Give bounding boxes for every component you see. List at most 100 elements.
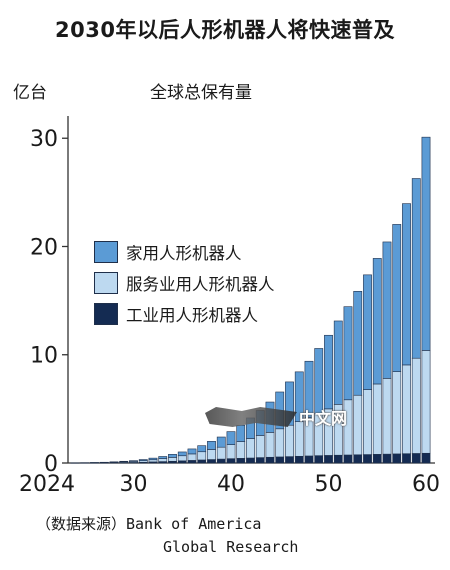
- bar-industrial-2037: [197, 459, 207, 464]
- x-tick-label-2024: 2024: [19, 472, 75, 497]
- bar-home-2048: [304, 360, 314, 418]
- legend-item-industrial: 工业用人形机器人: [94, 298, 275, 329]
- bar-home-2056: [382, 241, 392, 379]
- x-tick-label-50: 50: [315, 472, 343, 497]
- y-tick-label-10: 10: [30, 344, 58, 369]
- bar-industrial-2044: [265, 456, 275, 464]
- legend-swatch-industrial: [94, 302, 118, 325]
- bar-home-2053: [353, 291, 363, 396]
- bar-service-2060: [421, 350, 431, 454]
- bar-home-2051: [333, 320, 343, 405]
- bar-home-2047: [294, 371, 304, 422]
- bar-home-2029: [119, 460, 129, 463]
- y-axis-unit: 亿台: [13, 83, 47, 103]
- bar-home-2030: [129, 460, 138, 462]
- bar-industrial-2039: [216, 458, 226, 464]
- bar-service-2055: [372, 383, 382, 455]
- source-line-2: Global Research: [163, 538, 299, 556]
- bar-industrial-2054: [363, 454, 372, 464]
- y-tick-label-20: 20: [30, 235, 58, 260]
- bar-service-2037: [197, 451, 207, 461]
- bar-service-2033: [158, 458, 168, 462]
- bar-industrial-2048: [304, 455, 314, 464]
- watermark: 中文网: [205, 405, 365, 429]
- bar-home-2034: [168, 454, 177, 458]
- bar-industrial-2038: [207, 459, 216, 464]
- bar-service-2038: [207, 449, 216, 460]
- bar-home-2057: [392, 224, 402, 372]
- legend-label-home: 家用人形机器人: [126, 243, 242, 263]
- bar-industrial-2042: [246, 457, 255, 464]
- legend-label-industrial: 工业用人形机器人: [126, 305, 258, 325]
- bar-home-2040: [226, 431, 236, 445]
- bar-home-2035: [177, 451, 187, 457]
- bar-home-2039: [216, 436, 226, 448]
- bar-home-2031: [138, 459, 148, 461]
- y-tick-label-30: 30: [30, 127, 58, 152]
- bar-home-2038: [207, 441, 216, 450]
- bar-home-2033: [158, 456, 168, 459]
- bar-service-2040: [226, 444, 236, 459]
- bar-service-2039: [216, 446, 226, 460]
- bar-home-2052: [343, 306, 353, 401]
- legend-item-service: 服务业用人形机器人: [94, 267, 275, 298]
- bar-service-2059: [411, 357, 421, 454]
- bar-industrial-2045: [275, 456, 285, 464]
- bar-industrial-2060: [421, 452, 431, 464]
- bar-industrial-2043: [255, 457, 265, 464]
- bar-home-2037: [197, 445, 207, 453]
- bar-service-2032: [148, 459, 158, 463]
- bar-service-2043: [255, 435, 265, 458]
- x-tick-label-60: 60: [412, 472, 440, 497]
- y-tick-label-0: 0: [44, 452, 58, 477]
- bar-industrial-2053: [353, 454, 363, 464]
- bar-service-2041: [236, 441, 246, 459]
- bar-service-2036: [187, 453, 197, 461]
- bar-home-2049: [314, 348, 324, 414]
- chart-title: 2030年以后人形机器人将快速普及: [55, 18, 395, 42]
- bar-home-2050: [324, 334, 333, 410]
- bar-industrial-2057: [392, 453, 402, 464]
- chart-subtitle: 全球总保有量: [150, 83, 252, 103]
- bar-industrial-2051: [333, 454, 343, 464]
- bar-home-2036: [187, 448, 197, 455]
- legend-swatch-home: [94, 240, 118, 263]
- bar-industrial-2058: [402, 453, 411, 464]
- bar-industrial-2049: [314, 455, 324, 464]
- data-source: （数据来源）Bank of America Global Research: [36, 513, 298, 559]
- bar-industrial-2035: [177, 460, 187, 464]
- bar-industrial-2036: [187, 460, 197, 464]
- bar-service-2057: [392, 371, 402, 455]
- bar-industrial-2056: [382, 453, 392, 464]
- bar-home-2059: [411, 178, 421, 359]
- watermark-logo-icon: [205, 407, 297, 427]
- bar-home-2055: [372, 258, 382, 385]
- bar-industrial-2055: [372, 454, 382, 464]
- legend-swatch-service: [94, 271, 118, 294]
- bar-industrial-2046: [285, 456, 294, 464]
- bar-service-2042: [246, 438, 255, 459]
- bar-industrial-2052: [343, 454, 353, 464]
- bar-home-2032: [148, 457, 158, 461]
- bar-service-2046: [285, 424, 294, 457]
- bar-industrial-2059: [411, 453, 421, 464]
- bar-service-2044: [265, 432, 275, 458]
- bar-industrial-2040: [226, 458, 236, 464]
- bar-home-2058: [402, 203, 411, 366]
- legend-item-home: 家用人形机器人: [94, 236, 275, 267]
- bar-industrial-2050: [324, 455, 333, 464]
- bar-service-2034: [168, 457, 177, 462]
- bar-service-2058: [402, 364, 411, 454]
- bar-home-2060: [421, 136, 431, 351]
- legend-label-service: 服务业用人形机器人: [126, 274, 275, 294]
- bar-service-2045: [275, 428, 285, 458]
- bar-industrial-2041: [236, 458, 246, 464]
- x-tick-label-30: 30: [120, 472, 148, 497]
- x-tick-label-40: 40: [217, 472, 245, 497]
- source-line-1: （数据来源）Bank of America: [36, 515, 262, 533]
- bar-home-2054: [363, 274, 372, 390]
- bar-service-2035: [177, 455, 187, 462]
- stacked-bar-chart: 0 10 20 30 2024 30 40 50 60: [19, 116, 440, 497]
- bar-service-2056: [382, 378, 392, 455]
- bar-industrial-2047: [294, 455, 304, 464]
